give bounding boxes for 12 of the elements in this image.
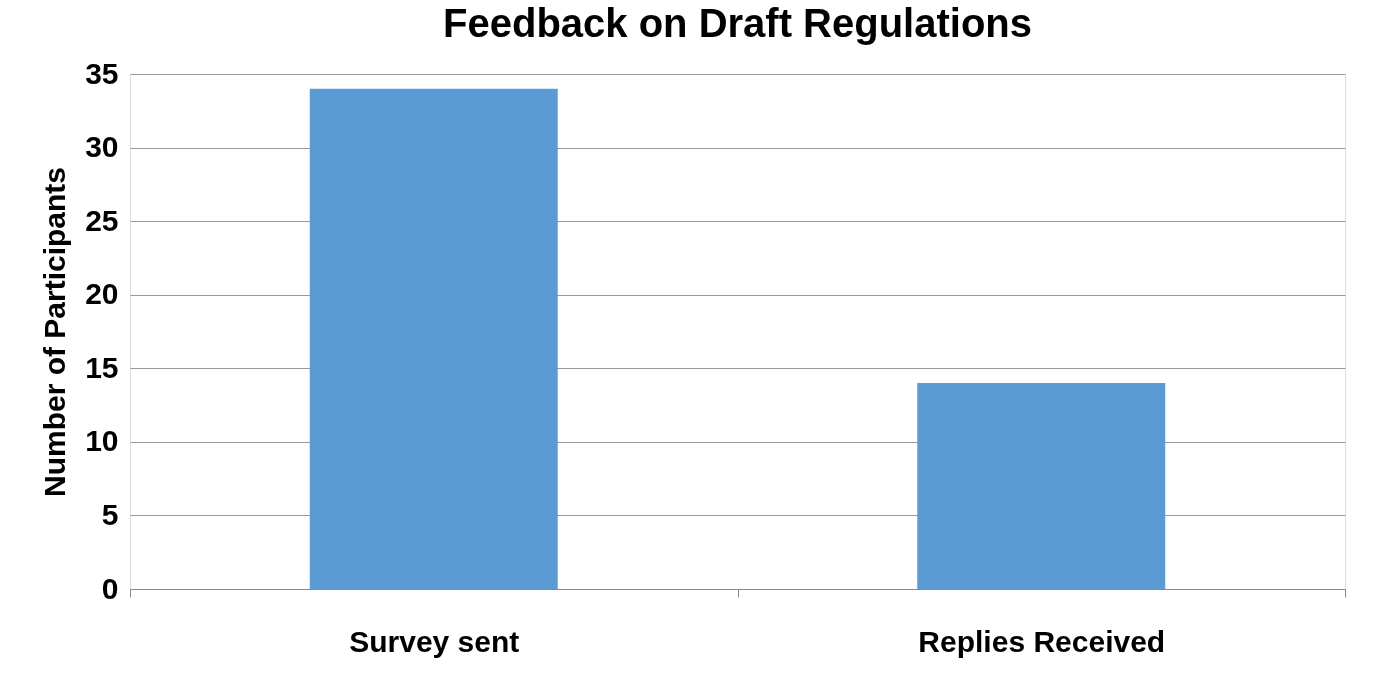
y-tick-label: 10 xyxy=(85,424,119,458)
y-tick-label: 15 xyxy=(85,350,119,384)
chart-title: Feedback on Draft Regulations xyxy=(443,1,1032,45)
y-tick-label: 0 xyxy=(101,571,119,605)
y-tick-label: 20 xyxy=(85,277,119,311)
y-tick-label: 35 xyxy=(85,56,119,90)
y-tick-label: 30 xyxy=(85,130,119,164)
y-axis-title: Number of Participants xyxy=(38,166,72,498)
x-tick-label: Replies Received xyxy=(918,624,1166,658)
y-tick-label: 25 xyxy=(85,203,119,237)
x-tick-label: Survey sent xyxy=(349,624,520,658)
y-tick-label: 5 xyxy=(101,497,119,531)
